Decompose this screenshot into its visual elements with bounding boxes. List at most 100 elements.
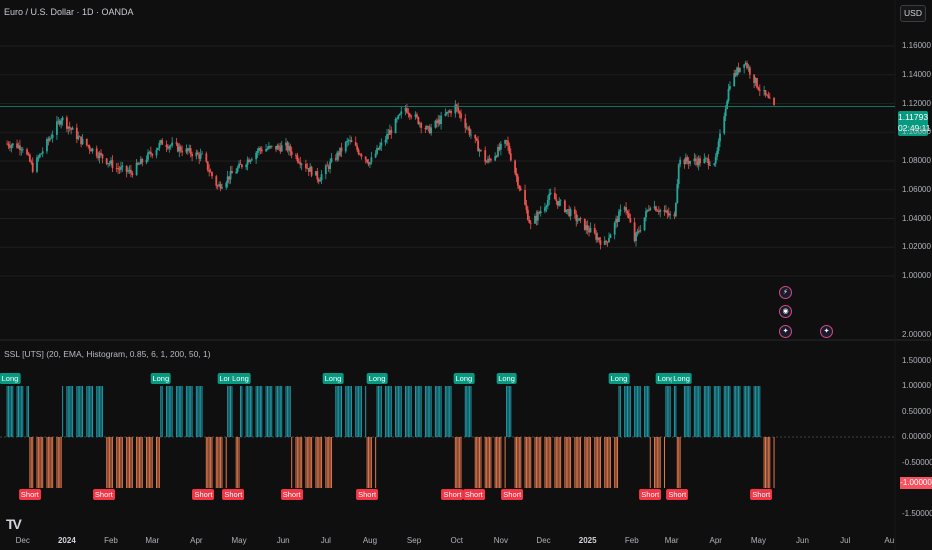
price-axis-label: 1.02000	[902, 242, 931, 252]
symbol-title[interactable]: Euro / U.S. Dollar · 1D · OANDA	[4, 7, 134, 17]
candle-body	[716, 150, 719, 157]
candle-body	[753, 74, 756, 83]
candle-body	[699, 158, 701, 164]
candle-body	[653, 206, 656, 209]
globe-icon[interactable]: ◉	[779, 305, 792, 318]
candle-body	[47, 139, 50, 141]
candle-body	[536, 212, 539, 221]
candle-body	[470, 134, 472, 136]
candle-body	[218, 184, 221, 187]
candle-body	[457, 107, 460, 112]
candle-body	[603, 240, 606, 245]
candle-body	[495, 155, 498, 157]
candle-body	[330, 158, 333, 162]
candle-body	[703, 158, 706, 164]
candle-body	[359, 153, 361, 155]
candle-body	[46, 139, 48, 152]
short-signal-tag: Short	[750, 489, 773, 500]
candle-body	[105, 158, 108, 165]
price-axis-label: 1.10000	[902, 127, 931, 137]
candle-body	[763, 90, 765, 91]
time-axis-label: Jun	[796, 536, 809, 545]
candle-body	[67, 126, 70, 129]
price-axis-label: 1.16000	[902, 41, 931, 50]
candle-body	[744, 62, 747, 65]
candle-body	[663, 209, 666, 212]
candle-body	[643, 217, 646, 231]
indicator-axis-label: 1.00000	[902, 381, 931, 390]
indicator-axis-label: 0.00000	[902, 432, 931, 441]
candle-body	[367, 162, 370, 165]
bolt-icon[interactable]: ⚡	[779, 286, 792, 299]
candle-body	[450, 110, 452, 114]
candle-body	[566, 209, 569, 211]
candle-body	[336, 152, 339, 160]
candle-body	[609, 234, 612, 238]
candle-body	[726, 101, 728, 110]
candle-body	[586, 225, 589, 231]
candle-body	[26, 149, 28, 155]
candle-body	[768, 97, 771, 99]
candle-body	[334, 158, 337, 160]
candle-body	[709, 165, 711, 166]
last-price-badge: 1.11793 02:49:11	[898, 111, 930, 136]
candle-body	[131, 172, 134, 175]
time-axis-label: Jun	[276, 536, 290, 545]
candle-body	[269, 146, 272, 147]
candle-body	[100, 152, 102, 155]
candle-body	[30, 161, 33, 163]
candle-body	[598, 237, 600, 241]
candle-body	[568, 209, 571, 217]
candle-body	[593, 227, 596, 234]
candle-body	[686, 157, 689, 162]
candle-body	[434, 120, 437, 128]
candle-body	[101, 154, 104, 159]
candle-body	[171, 142, 174, 146]
candle-body	[665, 210, 667, 212]
candle-body	[286, 142, 289, 151]
candle-body	[370, 157, 373, 163]
currency-selector[interactable]: USD	[900, 5, 926, 22]
candle-body	[141, 158, 144, 163]
candle-body	[189, 148, 192, 154]
candle-body	[764, 90, 767, 95]
candle-body	[629, 218, 632, 223]
candle-body	[186, 148, 189, 151]
candle-body	[339, 147, 341, 156]
candle-body	[519, 188, 522, 191]
candle-body	[231, 171, 233, 174]
long-signal-tag: Long	[496, 373, 517, 384]
candle-body	[669, 214, 672, 216]
candle-body	[448, 110, 451, 113]
candle-body	[240, 164, 243, 168]
candle-body	[211, 172, 213, 177]
candle-body	[275, 145, 277, 150]
us-flag-icon[interactable]: ✦	[820, 325, 833, 338]
candle-body	[295, 154, 297, 156]
tradingview-logo[interactable]: TV	[6, 516, 22, 532]
candle-body	[344, 142, 347, 152]
candle-body	[10, 145, 13, 148]
candle-body	[256, 151, 259, 153]
candle-body	[306, 168, 309, 169]
candle-body	[475, 138, 478, 141]
indicator-title[interactable]: SSL [UTS] (20, EMA, Histogram, 0.85, 6, …	[4, 349, 211, 359]
candle-body	[657, 211, 660, 212]
candle-body	[159, 140, 162, 143]
candle-body	[525, 204, 528, 210]
candle-body	[497, 146, 499, 157]
candle-body	[219, 184, 222, 189]
us-flag-icon[interactable]: ✦	[779, 325, 792, 338]
candle-body	[507, 140, 509, 146]
candle-body	[569, 209, 572, 217]
candle-body	[228, 176, 230, 180]
indicator-axis-label: 2.00000	[902, 330, 931, 339]
candle-body	[608, 237, 610, 243]
candle-body	[404, 108, 407, 112]
candle-body	[706, 158, 709, 160]
short-signal-tag: Short	[666, 489, 689, 500]
candle-body	[647, 209, 650, 211]
candle-body	[458, 111, 461, 114]
long-signal-tag: Long	[453, 373, 475, 384]
